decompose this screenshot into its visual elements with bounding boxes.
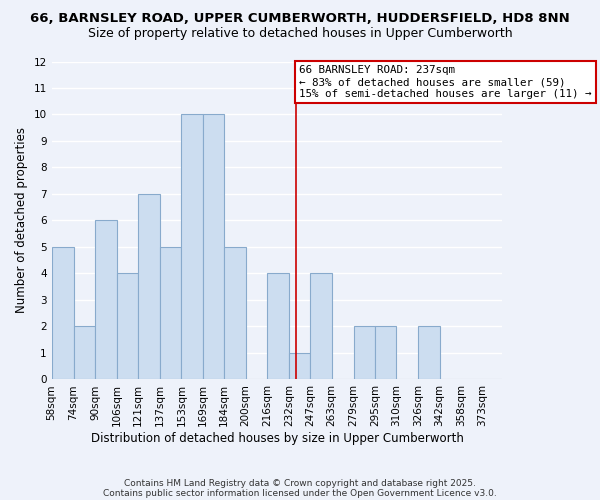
Bar	[203, 114, 224, 380]
Bar	[160, 247, 181, 380]
Text: 66, BARNSLEY ROAD, UPPER CUMBERWORTH, HUDDERSFIELD, HD8 8NN: 66, BARNSLEY ROAD, UPPER CUMBERWORTH, HU…	[30, 12, 570, 26]
Bar	[74, 326, 95, 380]
Bar	[117, 274, 138, 380]
Bar	[52, 247, 74, 380]
Bar	[224, 247, 245, 380]
X-axis label: Distribution of detached houses by size in Upper Cumberworth: Distribution of detached houses by size …	[91, 432, 463, 445]
Bar	[95, 220, 117, 380]
Bar	[138, 194, 160, 380]
Bar	[289, 353, 310, 380]
Y-axis label: Number of detached properties: Number of detached properties	[15, 128, 28, 314]
Bar	[418, 326, 440, 380]
Text: Contains HM Land Registry data © Crown copyright and database right 2025.: Contains HM Land Registry data © Crown c…	[124, 478, 476, 488]
Bar	[181, 114, 203, 380]
Text: Contains public sector information licensed under the Open Government Licence v3: Contains public sector information licen…	[103, 488, 497, 498]
Text: Size of property relative to detached houses in Upper Cumberworth: Size of property relative to detached ho…	[88, 28, 512, 40]
Bar	[376, 326, 396, 380]
Bar	[268, 274, 289, 380]
Bar	[353, 326, 376, 380]
Text: 66 BARNSLEY ROAD: 237sqm
← 83% of detached houses are smaller (59)
15% of semi-d: 66 BARNSLEY ROAD: 237sqm ← 83% of detach…	[299, 66, 592, 98]
Bar	[310, 274, 332, 380]
